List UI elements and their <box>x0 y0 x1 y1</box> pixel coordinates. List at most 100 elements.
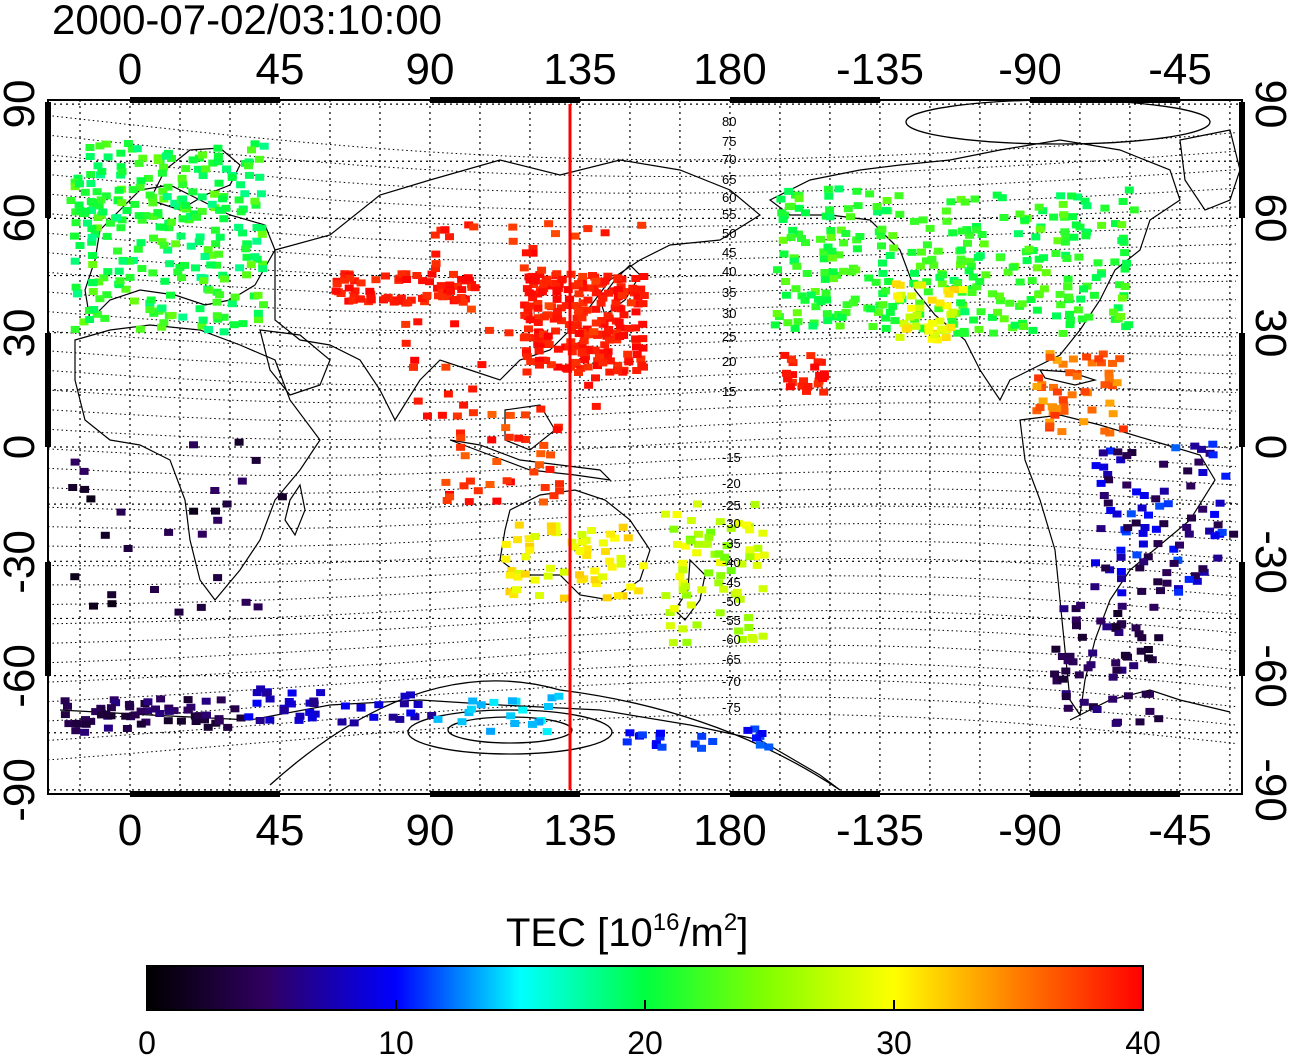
tec-point <box>255 173 265 181</box>
tec-point <box>512 586 521 594</box>
tec-point <box>191 264 200 272</box>
tec-point <box>81 716 90 724</box>
tec-point <box>85 153 95 160</box>
tec-point <box>780 351 790 359</box>
tec-point <box>1052 404 1062 412</box>
tec-point <box>402 276 411 283</box>
tec-point <box>598 294 608 302</box>
tec-point <box>101 710 111 718</box>
tec-point <box>785 383 795 391</box>
tec-point <box>98 208 108 216</box>
tec-point <box>1063 283 1073 291</box>
tec-point <box>839 267 849 275</box>
tec-point <box>75 242 85 249</box>
lon-tick-bottom: 135 <box>543 806 616 855</box>
tec-point <box>316 689 326 697</box>
tec-point <box>988 290 997 298</box>
tec-point <box>100 531 110 539</box>
tec-point <box>942 302 952 310</box>
tec-point <box>186 242 196 250</box>
tec-point <box>227 300 237 308</box>
lon-tick-top: 135 <box>543 45 616 94</box>
tec-point <box>71 727 81 735</box>
tec-point <box>458 298 468 306</box>
tec-point <box>1190 572 1200 580</box>
tec-point <box>156 695 166 703</box>
tec-point <box>86 171 96 178</box>
tec-point <box>340 276 349 284</box>
tec-point <box>994 292 1004 300</box>
contour-label: 15 <box>722 384 736 399</box>
tec-point <box>846 213 855 221</box>
tec-point <box>692 549 702 557</box>
tec-point <box>141 718 151 726</box>
tec-point <box>102 232 112 240</box>
tec-point <box>544 302 554 310</box>
colorbar-tick-label: 0 <box>138 1025 156 1057</box>
tec-point <box>1079 698 1089 706</box>
tec-point <box>618 523 628 531</box>
tec-point <box>100 314 110 322</box>
tec-point <box>87 225 97 232</box>
tec-point <box>966 262 976 270</box>
tec-point <box>678 625 688 633</box>
contour-line <box>48 679 1237 722</box>
tec-point <box>473 487 483 495</box>
tec-point <box>967 289 977 296</box>
tec-point <box>1049 213 1059 221</box>
tec-point <box>244 171 254 179</box>
tec-point <box>1138 540 1148 548</box>
tec-point <box>210 226 220 234</box>
tec-point <box>697 732 707 740</box>
tec-point <box>965 258 975 266</box>
tec-point <box>198 151 207 159</box>
tec-point <box>403 299 413 307</box>
tec-point <box>1117 575 1126 583</box>
tec-point <box>468 409 478 417</box>
tec-point <box>183 706 193 714</box>
tec-point <box>543 332 553 340</box>
tec-point <box>1008 263 1018 271</box>
tec-point <box>907 304 917 312</box>
tec-point <box>661 510 670 518</box>
tec-point <box>456 429 465 437</box>
longitude-ticks-top: 0 45 90 135 180 -135 -90 -45 <box>118 45 1212 94</box>
tec-point <box>310 710 320 718</box>
tec-point <box>657 743 667 751</box>
tec-point <box>1096 270 1106 278</box>
lat-tick-left: 0 <box>0 435 44 459</box>
tec-point <box>148 199 158 207</box>
contour-label: 80 <box>722 114 736 129</box>
tec-point <box>1118 198 1128 205</box>
tec-point <box>1088 649 1098 657</box>
tec-point <box>198 316 208 324</box>
tec-point <box>823 185 833 193</box>
tec-point <box>60 711 70 719</box>
contour-label: 25 <box>722 329 736 344</box>
tec-point <box>1117 294 1127 302</box>
tec-point <box>1062 255 1072 262</box>
tec-point <box>885 308 895 316</box>
tec-point <box>174 608 184 616</box>
tec-point <box>484 326 494 334</box>
contour-line <box>48 134 1237 177</box>
tec-point <box>457 275 467 283</box>
tec-point <box>1059 211 1069 219</box>
tec-point <box>1077 315 1087 323</box>
tec-point <box>553 363 563 371</box>
tec-point <box>631 275 641 282</box>
coastline-path <box>284 483 306 537</box>
tec-point <box>116 508 126 516</box>
tec-point <box>167 311 177 319</box>
tec-point <box>524 325 533 333</box>
tec-point <box>430 231 440 239</box>
tec-point <box>1120 283 1130 290</box>
coastline-path <box>449 439 612 481</box>
tec-point <box>1103 499 1113 507</box>
longitude-ticks-bottom: 0 45 90 135 180 -135 -90 -45 <box>118 806 1212 855</box>
tec-point <box>770 321 780 329</box>
tec-point <box>1126 510 1136 518</box>
tec-point <box>97 167 107 175</box>
tec-point <box>552 270 562 278</box>
tec-point <box>577 348 587 356</box>
